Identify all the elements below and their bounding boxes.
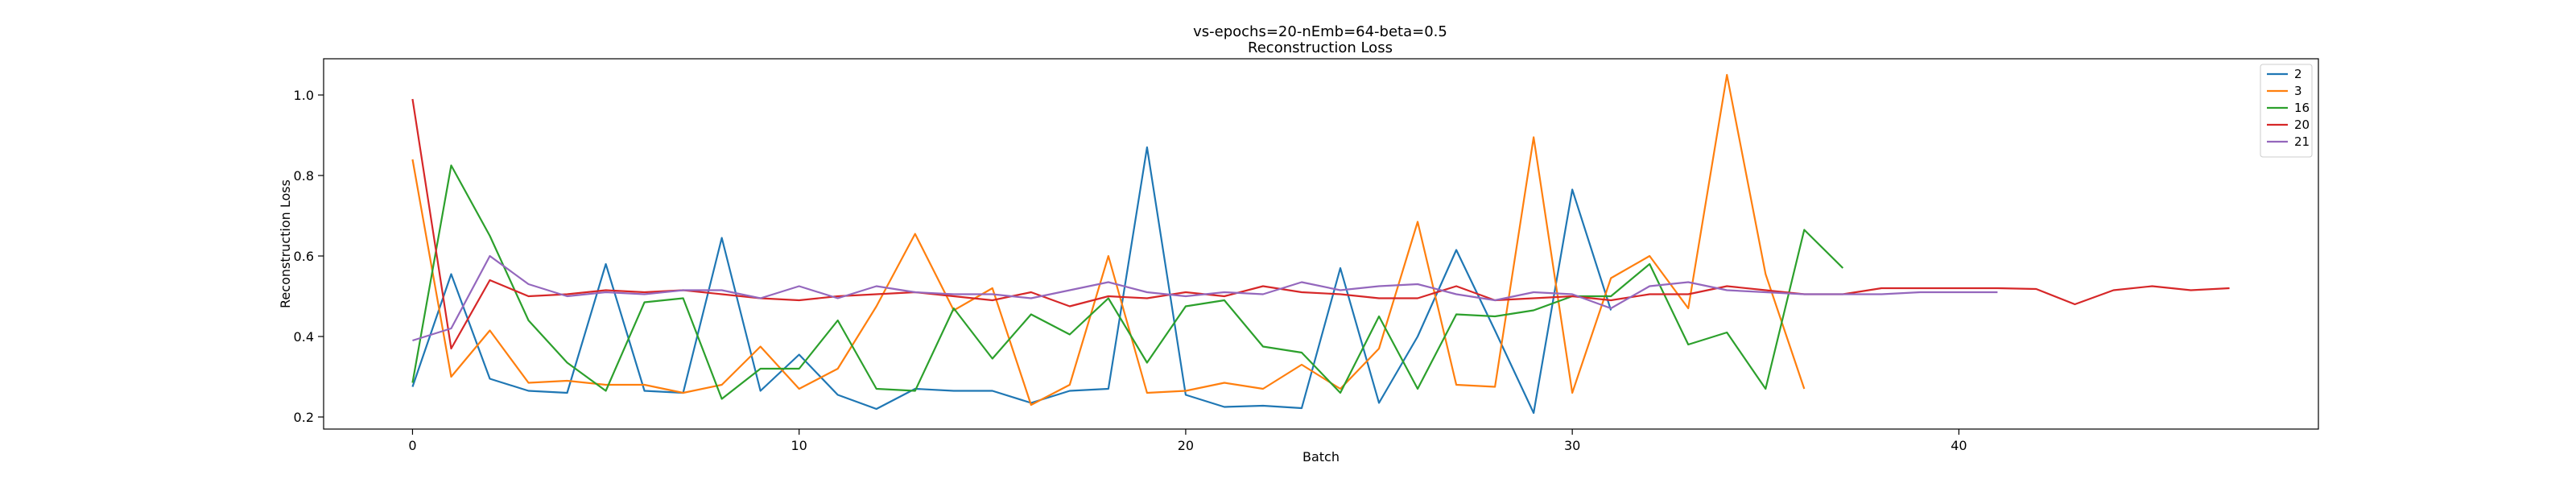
series-line-16: [411, 164, 1844, 400]
series-line-2: [411, 146, 1612, 415]
x-axis-title: Batch: [1302, 449, 1340, 464]
x-tick-label: 40: [1951, 438, 1967, 453]
legend-label-3: 3: [2294, 84, 2302, 98]
legend-items: 2 3 16 20 21: [2267, 67, 2310, 149]
plot-area: 0 10 20 30 40 0.2 0.4 0.6 0.8 1.0: [294, 58, 2319, 453]
series-line-20: [411, 98, 2230, 350]
series-layer: [411, 73, 2230, 415]
y-tick-label: 1.0: [294, 88, 314, 103]
series-line-3: [411, 73, 1806, 407]
legend-label-16: 16: [2294, 101, 2310, 115]
y-tick-label: 0.4: [294, 329, 314, 345]
x-tick-label: 20: [1178, 438, 1194, 453]
legend-box: [2260, 64, 2313, 158]
y-tick-label: 0.6: [294, 249, 314, 264]
plot-frame: [323, 58, 2319, 430]
legend-label-21: 21: [2294, 134, 2310, 149]
y-axis-title: Reconstruction Loss: [278, 180, 293, 308]
y-axis: 0.2 0.4 0.6 0.8 1.0: [294, 88, 324, 425]
x-axis: 0 10 20 30 40: [408, 429, 1967, 453]
series-line-21: [412, 254, 1998, 342]
legend: 2 3 16 20 21: [2260, 64, 2313, 158]
legend-label-20: 20: [2294, 118, 2310, 132]
chart-title: vs-epochs=20-nEmb=64-beta=0.5: [1193, 23, 1447, 40]
x-tick-label: 30: [1564, 438, 1580, 453]
chart-subtitle: Reconstruction Loss: [1248, 39, 1393, 56]
legend-label-2: 2: [2294, 67, 2302, 81]
x-tick-label: 0: [408, 438, 416, 453]
y-tick-label: 0.8: [294, 168, 314, 184]
y-tick-label: 0.2: [294, 410, 314, 425]
x-tick-label: 10: [791, 438, 807, 453]
